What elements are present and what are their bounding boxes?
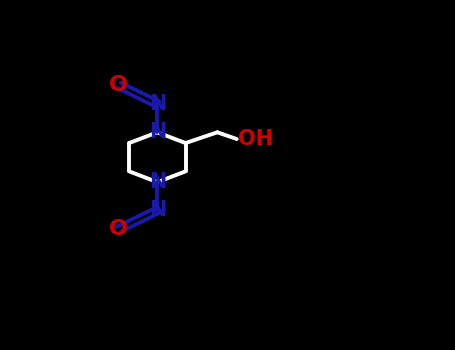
Text: N: N (149, 94, 166, 114)
Text: O: O (109, 219, 128, 239)
Text: N: N (149, 201, 166, 220)
Text: O: O (109, 75, 128, 95)
Text: OH: OH (238, 129, 273, 149)
Text: N: N (149, 122, 166, 142)
Text: N: N (149, 172, 166, 192)
